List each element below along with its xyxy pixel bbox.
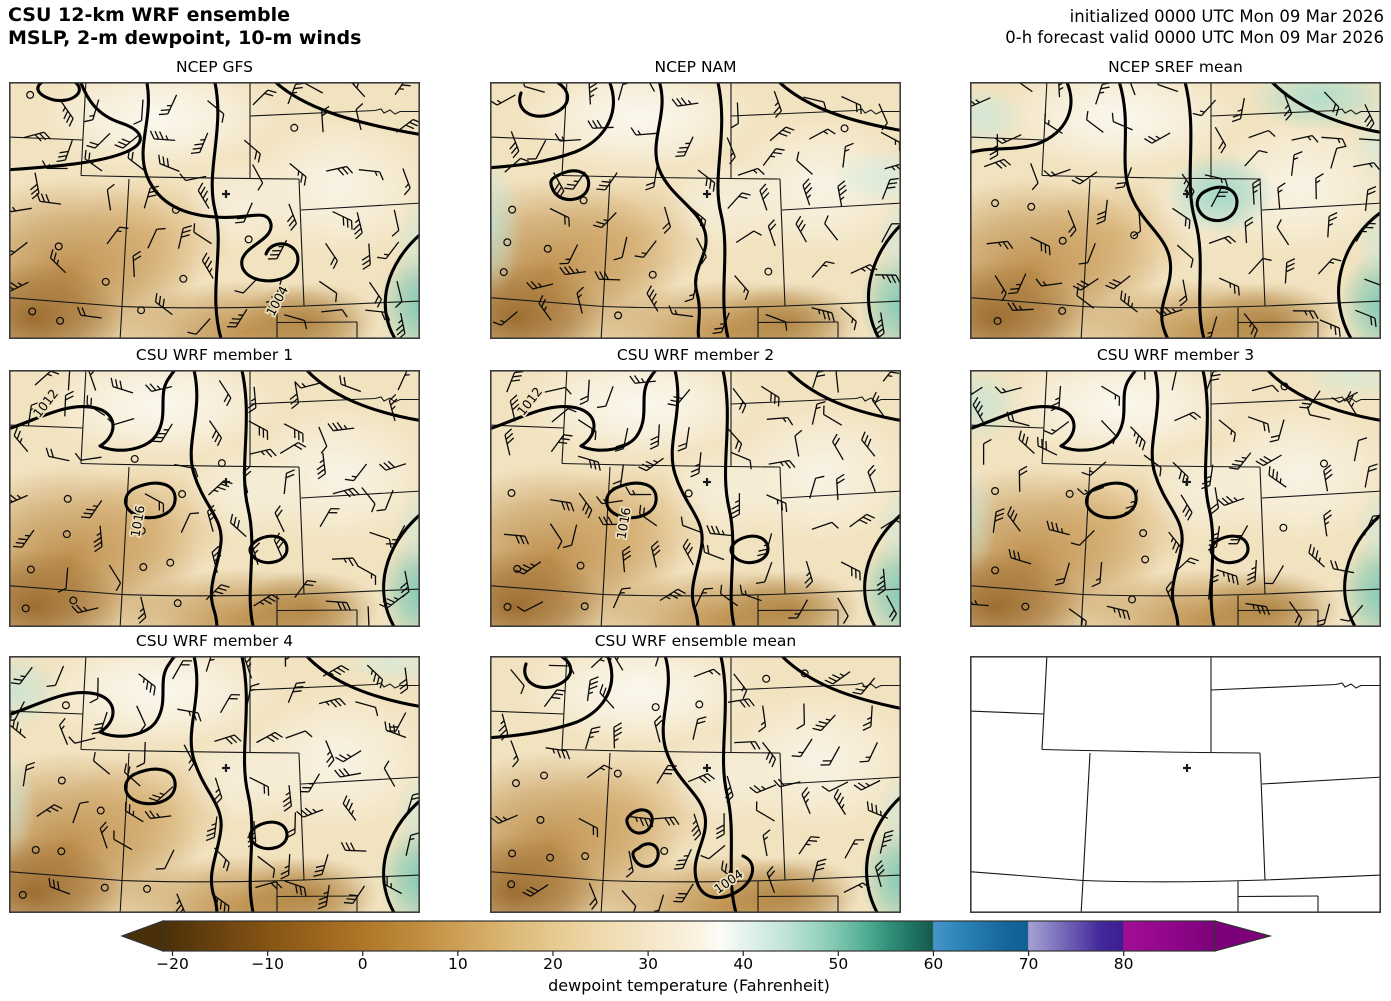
- map-canvas: [970, 82, 1381, 339]
- wind-barbs: [490, 82, 901, 339]
- colorbar-left-arrow: [120, 920, 164, 952]
- forecast-panel: CSU WRF ensemble mean 1004: [490, 632, 901, 913]
- colorbar-tick-label: 50: [828, 955, 849, 973]
- colorbar-tick-label: 40: [733, 955, 754, 973]
- forecast-panel: NCEP SREF mean: [970, 58, 1381, 339]
- state-borders: [9, 370, 420, 627]
- colorbar-tick-label: 10: [447, 955, 468, 973]
- forecast-panel: CSU WRF member 2 1012 1016: [490, 346, 901, 627]
- colorbar-tick-label: 0: [357, 955, 368, 973]
- plus-marker-icon: [222, 764, 230, 772]
- mslp-contours: [9, 656, 420, 913]
- colorbar-tick-label: 60: [923, 955, 944, 973]
- colorbar-tick-label: 20: [543, 955, 563, 973]
- panel-title: CSU WRF member 3: [1096, 346, 1255, 364]
- forecast-panel: CSU WRF member 1 1012 1016: [9, 346, 420, 627]
- plus-marker-icon: [703, 478, 711, 486]
- plus-marker-icon: [222, 190, 230, 198]
- map-canvas: 1004: [9, 82, 420, 339]
- panel-title: CSU WRF member 2: [616, 346, 775, 364]
- mslp-contours: [9, 82, 420, 339]
- mslp-contours: [490, 370, 901, 627]
- panel-title: NCEP NAM: [654, 58, 737, 76]
- state-borders: [970, 82, 1381, 339]
- plus-marker-icon: [1183, 190, 1191, 198]
- valid-time-text: 0-h forecast valid 0000 UTC Mon 09 Mar 2…: [1005, 28, 1384, 47]
- map-canvas: [9, 656, 420, 913]
- map-canvas: [970, 656, 1381, 913]
- forecast-panel: [970, 656, 1381, 913]
- colorbar-label: dewpoint temperature (Fahrenheit): [548, 976, 830, 995]
- map-canvas: [970, 370, 1381, 627]
- panel-title: NCEP GFS: [176, 58, 253, 76]
- mslp-contours: [970, 370, 1381, 627]
- panel-title: NCEP SREF mean: [1108, 58, 1243, 76]
- figure-title-line1: CSU 12-km WRF ensemble: [8, 4, 290, 26]
- contour-label: 1016: [127, 504, 147, 538]
- wind-barbs: [970, 370, 1381, 627]
- colorbar-tick-label: −20: [156, 955, 189, 973]
- wind-barbs: [490, 656, 894, 913]
- state-borders: [970, 656, 1381, 913]
- mslp-contours: [970, 82, 1381, 339]
- panel-title: CSU WRF ensemble mean: [594, 632, 797, 650]
- wind-barbs: [9, 82, 420, 339]
- state-borders: [970, 370, 1381, 627]
- map-canvas: 1004: [490, 656, 901, 913]
- forecast-panel: CSU WRF member 4: [9, 632, 420, 913]
- plus-marker-icon: [703, 190, 711, 198]
- wind-barbs: [9, 370, 416, 627]
- colorbar-canvas: [120, 920, 1273, 956]
- wind-barbs: [503, 370, 901, 624]
- wind-barbs: [970, 82, 1381, 339]
- figure-title-line2: MSLP, 2-m dewpoint, 10-m winds: [8, 27, 362, 49]
- panel-title: CSU WRF member 4: [135, 632, 294, 650]
- colorbar-tick-label: −10: [251, 955, 284, 973]
- colorbar-tick-label: 80: [1113, 955, 1134, 973]
- forecast-panel: CSU WRF member 3: [970, 346, 1381, 627]
- panel-title: CSU WRF member 1: [135, 346, 294, 364]
- plus-marker-icon: [1183, 764, 1191, 772]
- forecast-panel: NCEP NAM: [490, 58, 901, 339]
- mslp-contours: [490, 82, 901, 339]
- plus-marker-icon: [1183, 478, 1191, 486]
- colorbar-right-arrow: [1214, 920, 1273, 952]
- plus-marker-icon: [222, 478, 230, 486]
- colorbar-tick-label: 30: [638, 955, 658, 973]
- init-time-text: initialized 0000 UTC Mon 09 Mar 2026: [1069, 7, 1384, 26]
- forecast-panel: NCEP GFS 1004: [9, 58, 420, 339]
- map-canvas: [490, 82, 901, 339]
- mslp-contours: [490, 656, 901, 913]
- plus-marker-icon: [703, 764, 711, 772]
- figure-title: CSU 12-km WRF ensemble MSLP, 2-m dewpoin…: [8, 4, 361, 50]
- contour-label: 1016: [613, 506, 633, 540]
- colorbar-tick-label: 70: [1018, 955, 1039, 973]
- run-time-info: initialized 0000 UTC Mon 09 Mar 2026 0-h…: [1005, 6, 1384, 48]
